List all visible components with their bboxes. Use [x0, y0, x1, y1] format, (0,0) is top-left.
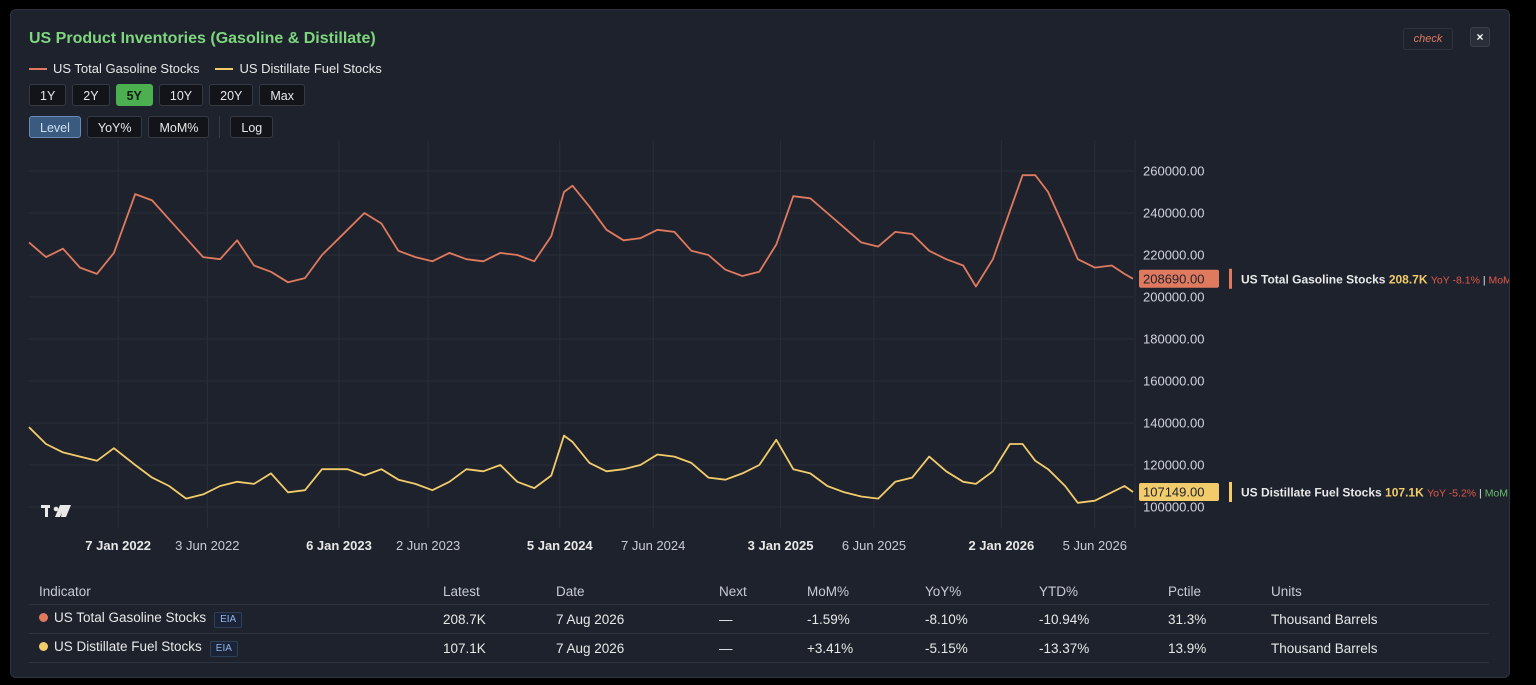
mode-button-group: Level YoY% MoM% Log — [29, 116, 274, 138]
x-tick-label: 2 Jan 2026 — [968, 538, 1034, 553]
y-tick-label: 120000.00 — [1143, 458, 1204, 473]
y-axis: 260000.00 240000.00 220000.00 200000.00 1800… — [1143, 164, 1204, 515]
tradingview-logo-icon — [41, 505, 71, 517]
yoy-value: -5.15% — [915, 633, 1029, 663]
header-date[interactable]: Date — [546, 578, 709, 605]
range-2y-button[interactable]: 2Y — [72, 84, 110, 106]
indicator-name: US Total Gasoline Stocks — [54, 610, 207, 625]
x-tick-label: 7 Jan 2022 — [85, 538, 151, 553]
mom-value: -1.59% — [797, 604, 915, 634]
last-value-text: 208690.00 — [1143, 271, 1204, 286]
yoy-value: -8.10% — [915, 604, 1029, 634]
series-info-pane: US Distillate Fuel Stocks 107.1K YoY -5.… — [1229, 481, 1509, 502]
x-tick-label: 6 Jan 2023 — [306, 538, 372, 553]
source-badge: EIA — [209, 641, 238, 657]
y-tick-label: 180000.00 — [1143, 332, 1204, 347]
log-scale-button[interactable]: Log — [230, 116, 274, 138]
header-next[interactable]: Next — [709, 578, 797, 605]
x-tick-label: 3 Jun 2022 — [175, 538, 239, 553]
y-tick-label: 240000.00 — [1143, 206, 1204, 221]
range-max-button[interactable]: Max — [259, 84, 306, 106]
header-pctile[interactable]: Pctile — [1158, 578, 1261, 605]
line-chart[interactable]: 260000.00 240000.00 220000.00 200000.00 1800… — [11, 10, 1509, 570]
y-tick-label: 160000.00 — [1143, 374, 1204, 389]
pctile-value: 13.9% — [1158, 633, 1261, 663]
x-tick-label: 5 Jan 2024 — [527, 538, 594, 553]
chart-grid — [29, 140, 1136, 528]
chart-legend: US Total Gasoline Stocks US Distillate F… — [29, 61, 382, 76]
pane-text: US Distillate Fuel Stocks 107.1K YoY -5.… — [1241, 485, 1509, 499]
mom-value: +3.41% — [797, 633, 915, 663]
last-value-labels: 208690.00 107149.00 — [1139, 269, 1219, 501]
date-value: 7 Aug 2026 — [546, 604, 709, 634]
last-value-badge — [1139, 269, 1219, 288]
indicator-table: Indicator Latest Date Next MoM% YoY% YTD… — [29, 578, 1489, 663]
mode-mom-button[interactable]: MoM% — [148, 116, 210, 138]
ytd-value: -10.94% — [1029, 604, 1158, 634]
range-1y-button[interactable]: 1Y — [29, 84, 67, 106]
button-separator — [219, 116, 221, 138]
legend-label: US Total Gasoline Stocks — [53, 61, 200, 76]
pane-color-bar — [1229, 481, 1232, 502]
x-tick-label: 2 Jun 2023 — [396, 538, 460, 553]
panel-title: US Product Inventories (Gasoline & Disti… — [29, 30, 376, 47]
range-20y-button[interactable]: 20Y — [209, 84, 254, 106]
header-indicator[interactable]: Indicator — [29, 578, 433, 605]
last-value-text: 107149.00 — [1143, 484, 1204, 499]
distillate-series-line — [28, 426, 1134, 504]
indicator-panel: US Product Inventories (Gasoline & Disti… — [10, 9, 1510, 678]
date-value: 7 Aug 2026 — [546, 633, 709, 663]
units-value: Thousand Barrels — [1261, 604, 1489, 634]
header-yoy[interactable]: YoY% — [915, 578, 1029, 605]
x-axis: 7 Jan 2022 3 Jun 2022 6 Jan 2023 2 Jun 2023… — [85, 538, 1127, 553]
y-tick-label: 140000.00 — [1143, 416, 1204, 431]
legend-label: US Distillate Fuel Stocks — [239, 61, 382, 76]
range-button-group: 1Y 2Y 5Y 10Y 20Y Max — [29, 84, 306, 106]
indicator-name: US Distillate Fuel Stocks — [54, 639, 202, 654]
chart-x-grid — [117, 140, 1096, 528]
series-color-dot — [39, 612, 48, 622]
pane-color-bar — [1229, 268, 1232, 289]
units-value: Thousand Barrels — [1261, 633, 1489, 663]
series-info-pane: US Total Gasoline Stocks 208.7K YoY -8.1… — [1229, 268, 1509, 289]
table-row[interactable]: US Total Gasoline Stocks EIA 208.7K 7 Aug… — [29, 604, 1489, 634]
ytd-value: -13.37% — [1029, 633, 1158, 663]
source-badge: EIA — [214, 612, 243, 628]
x-tick-label: 7 Jun 2024 — [621, 538, 685, 553]
series-info-panes: US Total Gasoline Stocks 208.7K YoY -8.1… — [1229, 268, 1509, 502]
legend-swatch-distillate — [215, 67, 234, 70]
header-mom[interactable]: MoM% — [797, 578, 915, 605]
y-tick-label: 200000.00 — [1143, 290, 1204, 305]
close-button[interactable]: × — [1470, 27, 1490, 47]
next-value: — — [709, 633, 797, 663]
legend-swatch-gasoline — [29, 67, 47, 70]
mode-level-button[interactable]: Level — [29, 116, 81, 138]
header-ytd[interactable]: YTD% — [1029, 578, 1158, 605]
x-tick-label: 6 Jun 2025 — [842, 538, 906, 553]
y-tick-label: 100000.00 — [1143, 500, 1204, 515]
range-5y-button[interactable]: 5Y — [115, 84, 153, 106]
next-value: — — [709, 604, 797, 634]
header-latest[interactable]: Latest — [433, 578, 546, 605]
table-header-row: Indicator Latest Date Next MoM% YoY% YTD… — [29, 578, 1489, 605]
x-tick-label: 5 Jun 2026 — [1063, 538, 1127, 553]
table-row[interactable]: US Distillate Fuel Stocks EIA 107.1K 7 Au… — [29, 633, 1489, 663]
pctile-value: 31.3% — [1158, 604, 1261, 634]
last-value-badge — [1139, 482, 1219, 501]
check-button[interactable]: check — [1403, 28, 1453, 50]
pane-text: US Total Gasoline Stocks 208.7K YoY -8.1… — [1241, 272, 1509, 286]
latest-value: 208.7K — [433, 604, 546, 634]
chart-series — [28, 174, 1134, 504]
x-tick-label: 3 Jan 2025 — [748, 538, 814, 553]
legend-item-gasoline[interactable]: US Total Gasoline Stocks — [29, 61, 199, 76]
latest-value: 107.1K — [433, 633, 546, 663]
legend-item-distillate[interactable]: US Distillate Fuel Stocks — [215, 61, 382, 76]
mode-yoy-button[interactable]: YoY% — [86, 116, 143, 138]
y-tick-label: 260000.00 — [1143, 164, 1204, 179]
header-units[interactable]: Units — [1261, 578, 1489, 605]
gasoline-series-line — [28, 174, 1134, 288]
range-10y-button[interactable]: 10Y — [158, 84, 204, 106]
y-tick-label: 220000.00 — [1143, 248, 1204, 263]
series-color-dot — [39, 641, 48, 651]
